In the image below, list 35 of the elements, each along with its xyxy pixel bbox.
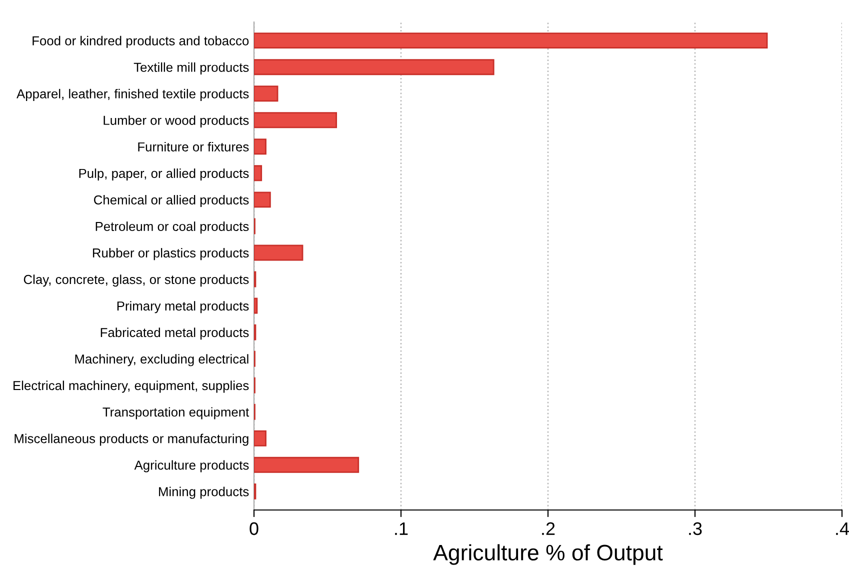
x-tick-label: .3 <box>689 522 702 536</box>
bar <box>254 165 262 182</box>
bar <box>254 112 338 128</box>
x-tick-label: .4 <box>836 522 849 535</box>
bar <box>254 192 271 208</box>
y-tick-label: Clay, concrete, glass, or stone products <box>24 274 249 287</box>
bar <box>254 138 266 155</box>
bar <box>254 244 304 261</box>
x-tick-label: .2 <box>542 522 555 535</box>
y-tick-label: Mining products <box>159 486 249 499</box>
y-tick-label: Apparel, leather, finished textile products <box>16 88 249 101</box>
y-tick-label: Chemical or allied products <box>94 195 249 208</box>
y-tick-label: Miscellaneous products or manufacturing <box>14 434 248 446</box>
y-tick-label: Textille mill products <box>134 62 249 74</box>
bar <box>254 59 494 76</box>
x-axis-title: Agriculture % of Output <box>433 544 663 565</box>
y-tick-label: Furniture or fixtures <box>138 142 249 152</box>
y-tick-label: Transportation equipment <box>102 407 250 420</box>
bar <box>254 298 258 314</box>
y-tick-label: Electrical machinery, equipment, supplies <box>14 380 249 393</box>
y-tick-label: Agriculture products <box>134 460 249 472</box>
y-tick-label: Machinery, excluding electrical <box>75 354 248 366</box>
bar <box>254 456 360 473</box>
bar <box>254 32 768 49</box>
bar <box>254 430 266 446</box>
x-tick-label: .1 <box>395 522 408 535</box>
x-tick-label: 0 <box>250 522 258 536</box>
y-tick-label: Primary metal products <box>117 301 249 314</box>
y-tick-label: Petroleum or coal products <box>96 222 249 234</box>
y-tick-label: Lumber or wood products <box>104 115 249 128</box>
bar <box>254 86 278 102</box>
y-tick-label: Food or kindred products and tobacco <box>32 36 249 48</box>
y-tick-label: Fabricated metal products <box>100 328 249 340</box>
y-tick-label: Rubber or plastics products <box>92 248 249 260</box>
y-tick-label: Pulp, paper, or allied products <box>79 168 249 181</box>
